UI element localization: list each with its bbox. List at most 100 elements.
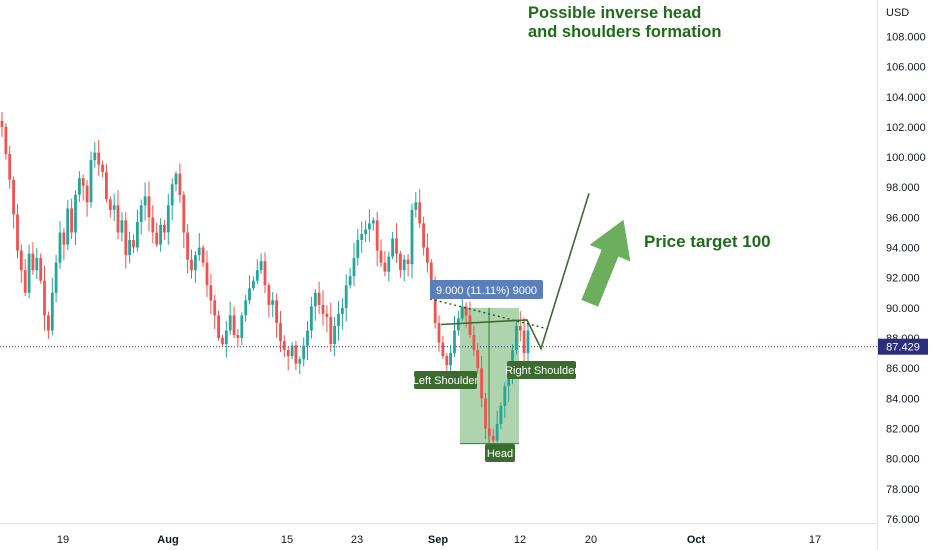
- candle-body: [39, 258, 43, 281]
- candle-body: [391, 238, 394, 257]
- candle-body: [66, 208, 70, 245]
- candles: [0, 112, 530, 456]
- measure-label[interactable]: 9.000 (11.11%) 9000: [430, 280, 543, 299]
- candle-body: [406, 259, 410, 265]
- chart-title: Possible inverse head and shoulders form…: [528, 4, 721, 42]
- candle-body: [383, 262, 387, 272]
- candle-body: [464, 306, 468, 316]
- candle-body: [313, 292, 317, 307]
- candle-body: [522, 330, 526, 354]
- candle-body: [302, 345, 306, 360]
- candle-body: [70, 208, 73, 233]
- candle-body: [136, 221, 139, 248]
- title-line-2: and shoulders formation: [528, 23, 722, 41]
- candle-body: [422, 223, 425, 248]
- candle-body: [159, 224, 162, 245]
- candle-body: [518, 326, 522, 331]
- up-arrow-icon: [581, 219, 631, 307]
- price-tick-label: 80.000: [886, 454, 920, 466]
- candle-body: [78, 178, 81, 195]
- price-tick-label: 90.000: [886, 303, 920, 315]
- candle-body: [12, 179, 15, 215]
- candle-body: [317, 292, 321, 305]
- candle-body: [132, 240, 135, 248]
- candle-body: [379, 250, 383, 263]
- candle-body: [93, 152, 97, 161]
- candle-body: [186, 232, 189, 260]
- candle-body: [240, 315, 244, 338]
- candle-body: [194, 255, 197, 271]
- candle-body: [108, 199, 112, 210]
- candle-body: [85, 185, 89, 203]
- price-tick-label: 92.000: [886, 273, 920, 285]
- candle-body: [460, 306, 464, 319]
- candle-body: [368, 223, 371, 230]
- candle-body: [348, 276, 352, 286]
- candle-body: [8, 154, 12, 180]
- candle-body: [333, 326, 336, 345]
- price-tick-label: 96.000: [886, 212, 920, 224]
- candle-body: [267, 285, 271, 305]
- candle-body: [480, 368, 483, 399]
- time-tick-label: 20: [585, 534, 597, 546]
- candle-body: [310, 306, 313, 331]
- candle-body: [201, 247, 205, 263]
- candle-body: [248, 288, 251, 301]
- head-label[interactable]: Head: [485, 444, 515, 462]
- left-shoulder-label[interactable]: Left Shoulder: [413, 371, 479, 389]
- candle-body: [437, 323, 441, 343]
- candle-body: [507, 377, 511, 387]
- candle-body: [259, 261, 263, 271]
- price-tick-label: 100.000: [886, 152, 926, 164]
- candle-body: [445, 356, 449, 366]
- svg-text:Left Shoulder: Left Shoulder: [413, 375, 479, 387]
- candle-body: [399, 253, 402, 271]
- candle-body: [197, 247, 201, 256]
- price-tick-label: 84.000: [886, 393, 920, 405]
- candle-body: [166, 205, 170, 233]
- candle-body: [143, 196, 147, 206]
- candle-body: [371, 220, 375, 224]
- candle-body: [329, 316, 333, 344]
- candle-body: [147, 196, 151, 218]
- candle-body: [190, 259, 193, 271]
- candle-body: [97, 152, 101, 165]
- candle-body: [217, 315, 220, 338]
- candle-body: [58, 232, 62, 263]
- candle-body: [515, 326, 518, 351]
- candle-body: [352, 258, 356, 277]
- candle-body: [472, 335, 476, 351]
- candle-body: [62, 232, 66, 245]
- price-tick-label: 78.000: [886, 484, 920, 496]
- candle-body: [286, 350, 290, 357]
- candle-body: [213, 300, 217, 316]
- candle-body: [163, 224, 166, 233]
- candle-body: [453, 330, 456, 354]
- candle-body: [449, 353, 452, 366]
- candle-body: [298, 359, 302, 364]
- candle-body: [178, 173, 182, 195]
- title-line-1: Possible inverse head: [528, 4, 702, 22]
- current-price-tag: 87.429: [878, 338, 928, 355]
- candle-body: [252, 280, 255, 289]
- candle-body: [426, 247, 429, 263]
- candle-body: [221, 338, 224, 344]
- candle-body: [31, 253, 35, 271]
- candle-body: [120, 220, 124, 233]
- candle-body: [457, 318, 460, 331]
- candle-body: [81, 178, 85, 186]
- candle-body: [387, 256, 391, 272]
- candle-body: [23, 270, 27, 293]
- price-axis-ticks: 108.000 106.000 104.000 102.000 100.000 98.00…: [886, 31, 926, 526]
- time-tick-label: 12: [514, 534, 526, 546]
- candle-body: [89, 160, 93, 203]
- candle-body: [321, 304, 325, 314]
- time-tick-label: 17: [809, 534, 821, 546]
- time-tick-label: 19: [57, 534, 69, 546]
- time-tick-label: 15: [281, 534, 293, 546]
- candle-body: [43, 280, 46, 316]
- candle-body: [74, 194, 77, 233]
- projection-path[interactable]: [440, 193, 590, 351]
- candle-body: [27, 253, 31, 293]
- right-shoulder-label[interactable]: Right Shoulder: [505, 361, 578, 379]
